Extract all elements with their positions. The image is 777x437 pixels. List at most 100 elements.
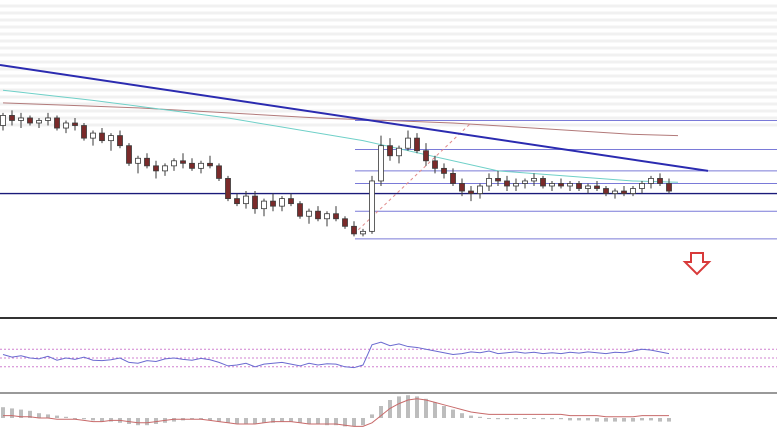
macd-histogram-bar <box>406 395 410 418</box>
candle-body <box>27 117 33 124</box>
candle-body <box>9 115 15 121</box>
candle-body <box>432 160 438 169</box>
macd-histogram-bar <box>352 418 356 427</box>
candle-body <box>18 117 24 121</box>
candle-body <box>657 178 663 184</box>
trendline <box>0 64 709 172</box>
macd-histogram-bar <box>307 418 311 424</box>
macd-histogram-bar <box>271 418 275 423</box>
candle-body <box>126 145 132 164</box>
macd-histogram-bar <box>532 418 536 419</box>
candle-body <box>225 178 231 200</box>
macd-histogram-bar <box>280 418 284 422</box>
macd-histogram-bar <box>109 418 113 422</box>
candle-body <box>630 188 636 194</box>
rsi-line <box>2 341 670 369</box>
macd-histogram-bar <box>145 418 149 426</box>
macd-histogram-bar <box>649 418 653 421</box>
macd-histogram-bar <box>82 418 86 420</box>
macd-histogram-bar <box>424 398 428 418</box>
macd-histogram-bar <box>640 418 644 421</box>
candle-body <box>306 210 312 217</box>
candle-body <box>612 190 618 194</box>
candle-body <box>495 178 501 182</box>
candle-body <box>423 150 429 162</box>
macd-histogram-bar <box>460 413 464 418</box>
candle-body <box>234 198 240 205</box>
candle-body <box>522 180 528 184</box>
macd-histogram-bar <box>478 416 482 418</box>
macd-histogram-bar <box>379 406 383 418</box>
candle-body <box>360 230 366 235</box>
macd-histogram-bar <box>64 416 68 418</box>
candle-body <box>441 167 447 174</box>
macd-histogram-bar <box>523 418 527 419</box>
candle-body <box>513 183 519 187</box>
candle-body <box>279 198 285 207</box>
candle-body <box>45 117 51 121</box>
macd-histogram-bar <box>550 418 554 420</box>
macd-histogram-bar <box>190 418 194 420</box>
macd-histogram-bar <box>334 418 338 426</box>
candle-body <box>342 218 348 227</box>
candle-body <box>648 178 654 184</box>
candle-body <box>396 147 402 157</box>
candle-body <box>252 195 258 210</box>
macd-histogram-bar <box>577 418 581 421</box>
candle-body <box>558 183 564 187</box>
macd-histogram-bar <box>469 415 473 418</box>
candle-body <box>603 188 609 194</box>
candle-body <box>585 185 591 189</box>
macd-histogram-bar <box>226 418 230 423</box>
candle-body <box>405 137 411 149</box>
candle-body <box>270 200 276 207</box>
candle-body <box>666 183 672 192</box>
candle-body <box>459 183 465 192</box>
macd-histogram-bar <box>325 418 329 426</box>
macd-histogram-bar <box>514 418 518 420</box>
macd-histogram-bar <box>316 418 320 424</box>
macd-histogram-bar <box>298 418 302 423</box>
macd-histogram-bar <box>370 414 374 418</box>
candle-body <box>540 178 546 187</box>
macd-histogram-bar <box>496 418 500 420</box>
candle-body <box>288 198 294 205</box>
macd-histogram-bar <box>19 409 23 418</box>
candle-body <box>261 200 267 210</box>
macd-line <box>3 398 669 427</box>
candle-body <box>369 180 375 232</box>
ma-short-line <box>2 89 679 183</box>
candle-body <box>162 165 168 172</box>
candle-body <box>468 190 474 194</box>
candle-body <box>36 120 42 124</box>
candle-body <box>567 183 573 187</box>
macd-histogram-bar <box>343 418 347 427</box>
candle-body <box>54 117 60 129</box>
candle-body <box>639 183 645 189</box>
macd-histogram-bar <box>28 410 32 418</box>
macd-histogram-bar <box>442 406 446 418</box>
macd-histogram-bar <box>613 418 617 422</box>
macd-histogram-bar <box>595 418 599 422</box>
ma-long-line <box>2 102 679 137</box>
macd-histogram-bar <box>667 418 671 422</box>
macd-histogram-bar <box>127 418 131 424</box>
candle-body <box>0 115 6 126</box>
candle-body <box>477 185 483 194</box>
candle-body <box>189 162 195 169</box>
macd-histogram-bar <box>55 415 59 418</box>
candle-body <box>297 203 303 217</box>
candle-body <box>549 183 555 187</box>
macd-histogram-bar <box>586 418 590 421</box>
candle-body <box>531 178 537 182</box>
candle-body <box>171 160 177 167</box>
candle-body <box>198 162 204 169</box>
candle-body <box>90 132 96 139</box>
candle-body <box>324 213 330 220</box>
macd-histogram-bar <box>487 418 491 419</box>
macd-histogram-bar <box>199 418 203 420</box>
macd-histogram-bar <box>91 418 95 421</box>
macd-histogram-bar <box>235 418 239 424</box>
macd-histogram-bar <box>100 418 104 422</box>
candle-body <box>315 210 321 220</box>
